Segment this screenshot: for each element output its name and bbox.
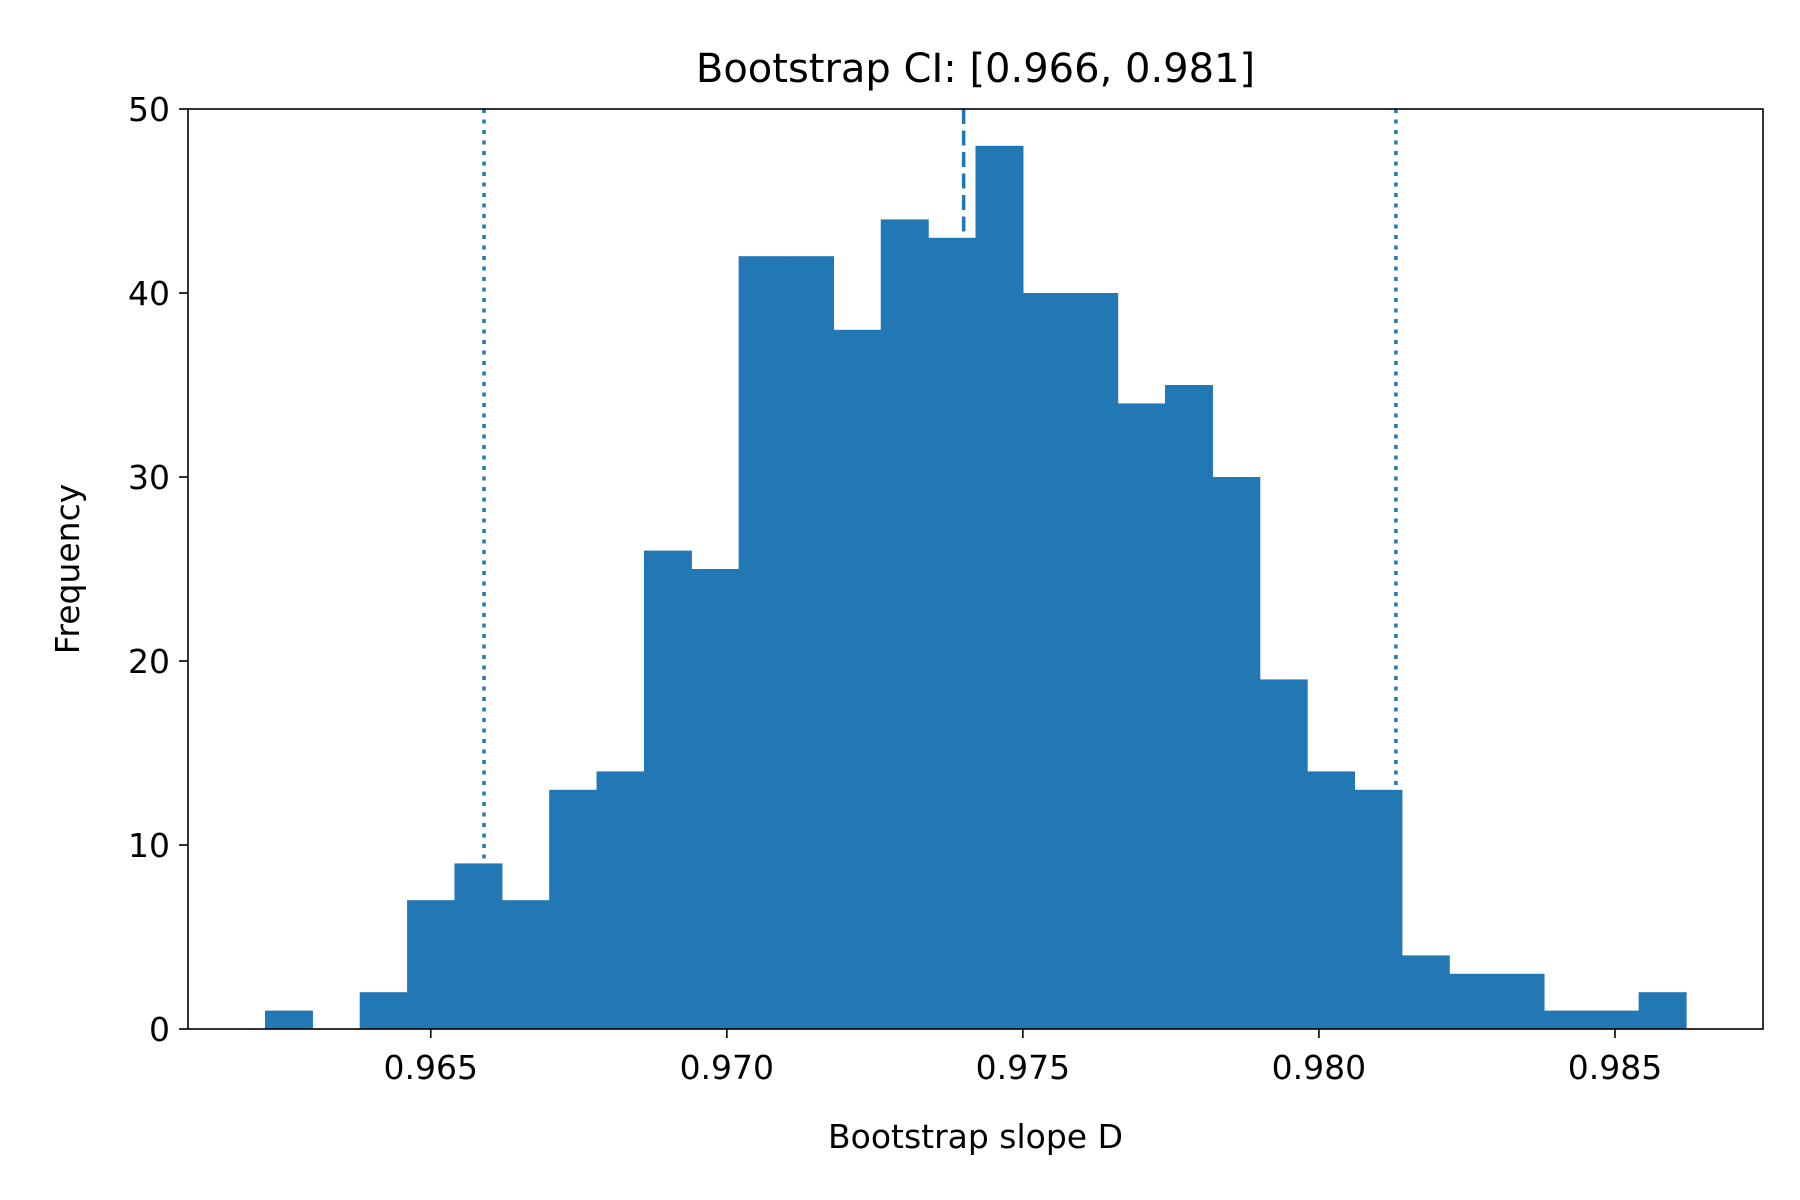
y-tick-label: 40 (128, 274, 170, 313)
x-tick-label: 0.965 (384, 1048, 478, 1087)
x-tick-label: 0.985 (1568, 1048, 1662, 1087)
y-tick-label: 0 (149, 1010, 170, 1049)
histogram-bar (1449, 973, 1498, 1029)
y-tick-label: 30 (128, 458, 170, 497)
histogram-bar (407, 900, 456, 1029)
histogram-bar (643, 550, 692, 1029)
y-tick-label: 10 (128, 826, 170, 865)
histogram-bar (691, 569, 740, 1029)
histogram-bar (1307, 771, 1356, 1029)
histogram-bar (454, 863, 503, 1029)
histogram-bar (880, 219, 929, 1029)
histogram-bar (928, 237, 977, 1030)
x-axis-label: Bootstrap slope D (828, 1117, 1123, 1156)
histogram-bar (1496, 973, 1545, 1029)
histogram-bar (596, 771, 645, 1029)
histogram-bar (1022, 293, 1071, 1029)
histogram-bar (1070, 293, 1119, 1029)
histogram-bar (359, 992, 408, 1029)
reference-lines-layer (482, 109, 1398, 1029)
y-axis-label: Frequency (48, 484, 87, 654)
plot-frame (187, 108, 1764, 1030)
histogram-bar (975, 145, 1024, 1030)
x-tick-label: 0.970 (680, 1048, 774, 1087)
histogram-bar (1259, 679, 1308, 1029)
x-tick-label: 0.975 (976, 1048, 1070, 1087)
chart-title: Bootstrap CI: [0.966, 0.981] (696, 46, 1255, 92)
histogram-bar (738, 256, 787, 1029)
histogram-bar (786, 256, 834, 1029)
histogram-bar (1117, 403, 1166, 1029)
x-tick-label: 0.980 (1272, 1048, 1366, 1087)
histogram-bar (1401, 955, 1450, 1029)
histogram-bar (1543, 1010, 1592, 1029)
y-axis: 0 10 20 30 40 50 (128, 90, 188, 1049)
histogram-bar (1591, 1010, 1640, 1029)
histogram-bar (833, 329, 882, 1029)
histogram-bar (1638, 992, 1687, 1029)
x-axis: 0.965 0.970 0.975 0.980 0.985 (384, 1029, 1662, 1087)
histogram-bar (264, 1010, 313, 1029)
y-tick-label: 50 (128, 90, 170, 129)
bars-layer (264, 145, 1687, 1030)
y-tick-label: 20 (128, 642, 170, 681)
histogram-bar (1212, 477, 1261, 1029)
histogram-bar (501, 900, 550, 1029)
histogram-bar (1164, 385, 1213, 1029)
histogram-bar (549, 789, 598, 1029)
